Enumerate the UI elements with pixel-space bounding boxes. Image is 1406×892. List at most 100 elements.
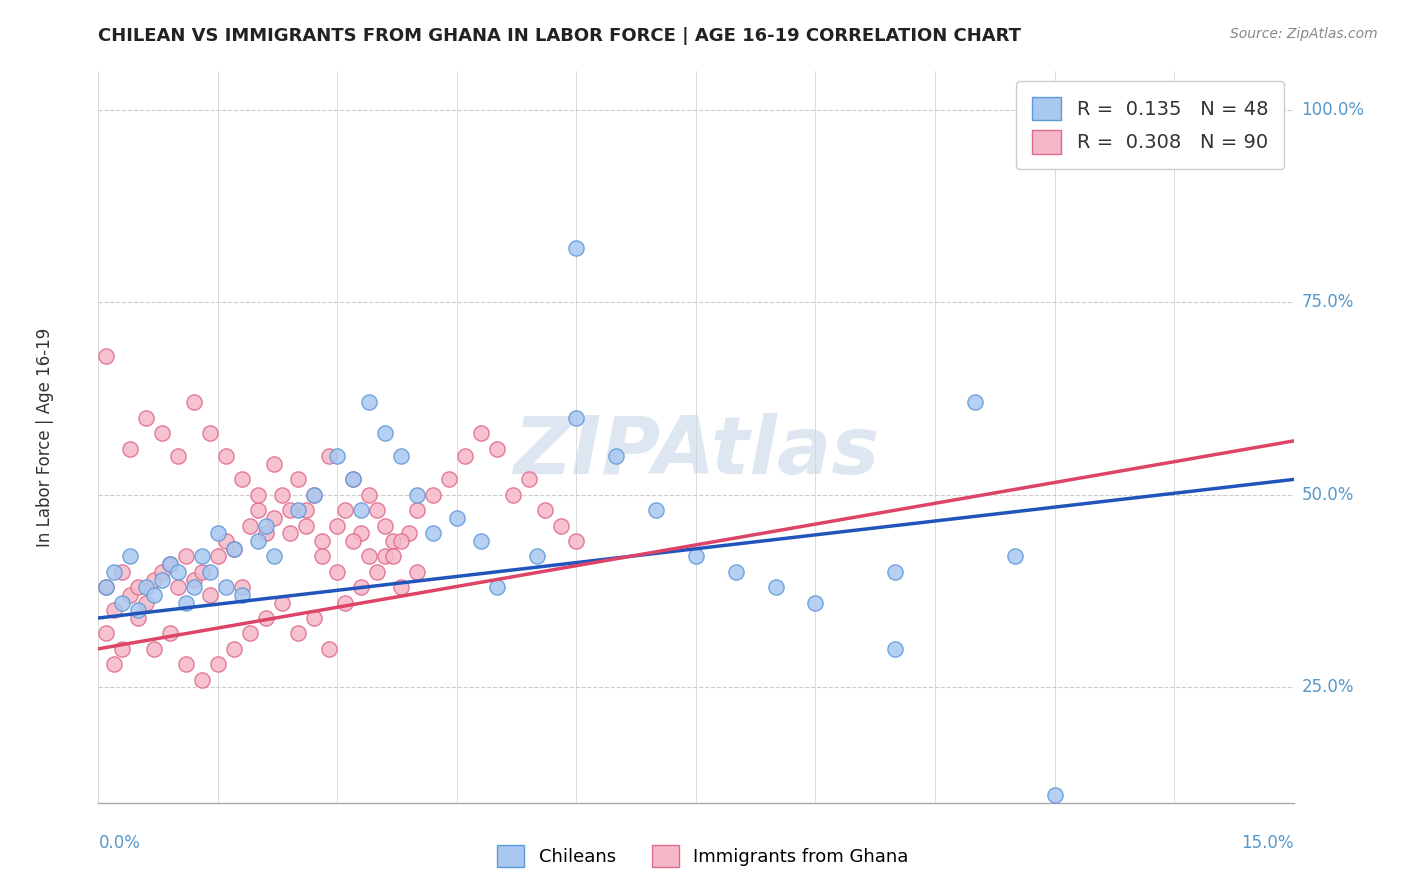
Point xyxy=(96,580,118,594)
Legend: Chileans, Immigrants from Ghana: Chileans, Immigrants from Ghana xyxy=(489,838,917,874)
Text: 25.0%: 25.0% xyxy=(1302,678,1354,697)
Point xyxy=(335,596,357,610)
Point xyxy=(135,410,157,425)
Point xyxy=(135,580,157,594)
Point xyxy=(143,573,166,587)
Point xyxy=(485,580,508,594)
Point xyxy=(359,488,381,502)
Point xyxy=(174,657,197,672)
Point xyxy=(311,534,333,549)
Point xyxy=(174,596,197,610)
Point xyxy=(215,534,238,549)
Point xyxy=(246,503,269,517)
Point xyxy=(318,450,340,464)
Point xyxy=(111,565,134,579)
Point xyxy=(191,673,214,687)
Point xyxy=(550,518,572,533)
Point xyxy=(1043,788,1066,802)
Point xyxy=(159,557,181,571)
Point xyxy=(294,518,316,533)
Point xyxy=(120,588,142,602)
Point xyxy=(804,596,827,610)
Point xyxy=(287,503,309,517)
Point xyxy=(287,472,309,486)
Point xyxy=(765,580,787,594)
Point xyxy=(127,580,149,594)
Point xyxy=(120,549,142,564)
Point xyxy=(437,472,460,486)
Point xyxy=(127,603,149,617)
Point xyxy=(311,549,333,564)
Point xyxy=(96,626,118,640)
Point xyxy=(246,534,269,549)
Point xyxy=(382,534,405,549)
Point xyxy=(533,503,555,517)
Point xyxy=(254,611,277,625)
Point xyxy=(215,450,238,464)
Point xyxy=(159,557,181,571)
Point xyxy=(150,565,173,579)
Point xyxy=(342,472,364,486)
Point xyxy=(198,565,221,579)
Point xyxy=(724,565,747,579)
Text: Source: ZipAtlas.com: Source: ZipAtlas.com xyxy=(1230,27,1378,41)
Point xyxy=(374,549,396,564)
Point xyxy=(120,442,142,456)
Point xyxy=(294,503,316,517)
Point xyxy=(135,596,157,610)
Point xyxy=(96,349,118,363)
Point xyxy=(422,488,444,502)
Point xyxy=(517,472,540,486)
Point xyxy=(470,426,492,441)
Point xyxy=(406,488,429,502)
Point xyxy=(103,565,125,579)
Point xyxy=(270,488,292,502)
Point xyxy=(198,426,221,441)
Point xyxy=(326,518,349,533)
Point xyxy=(326,450,349,464)
Point xyxy=(454,450,477,464)
Text: 100.0%: 100.0% xyxy=(1302,101,1364,119)
Point xyxy=(191,549,214,564)
Point xyxy=(287,626,309,640)
Point xyxy=(278,503,301,517)
Point xyxy=(191,565,214,579)
Point xyxy=(446,511,468,525)
Point xyxy=(167,580,190,594)
Point xyxy=(302,488,325,502)
Point xyxy=(884,565,907,579)
Point xyxy=(359,549,381,564)
Point xyxy=(143,588,166,602)
Point xyxy=(366,565,388,579)
Point xyxy=(207,549,229,564)
Point xyxy=(470,534,492,549)
Point xyxy=(222,541,245,556)
Point xyxy=(143,641,166,656)
Point xyxy=(246,488,269,502)
Point xyxy=(231,472,253,486)
Text: CHILEAN VS IMMIGRANTS FROM GHANA IN LABOR FORCE | AGE 16-19 CORRELATION CHART: CHILEAN VS IMMIGRANTS FROM GHANA IN LABO… xyxy=(98,27,1021,45)
Point xyxy=(222,541,245,556)
Point xyxy=(207,526,229,541)
Legend: R =  0.135   N = 48, R =  0.308   N = 90: R = 0.135 N = 48, R = 0.308 N = 90 xyxy=(1017,81,1284,169)
Point xyxy=(366,503,388,517)
Point xyxy=(167,565,190,579)
Point xyxy=(270,596,292,610)
Point xyxy=(645,503,668,517)
Point xyxy=(254,526,277,541)
Point xyxy=(526,549,548,564)
Point xyxy=(278,526,301,541)
Point xyxy=(167,450,190,464)
Point xyxy=(103,657,125,672)
Point xyxy=(111,641,134,656)
Point xyxy=(359,395,381,409)
Point xyxy=(342,472,364,486)
Point xyxy=(502,488,524,502)
Point xyxy=(342,534,364,549)
Text: 75.0%: 75.0% xyxy=(1302,293,1354,311)
Point xyxy=(111,596,134,610)
Point xyxy=(326,565,349,579)
Point xyxy=(685,549,707,564)
Point xyxy=(302,488,325,502)
Point xyxy=(1004,549,1026,564)
